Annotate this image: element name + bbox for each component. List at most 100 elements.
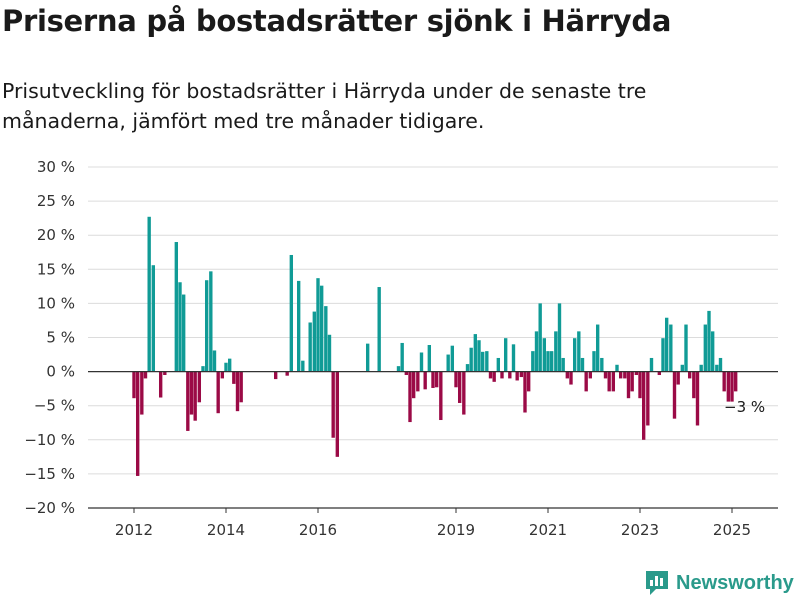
bar [450,345,455,372]
bar [523,371,527,413]
bar [416,371,420,392]
bar [224,362,228,372]
bar [163,371,167,376]
bar [427,345,432,372]
bar [400,342,404,372]
bar [692,371,696,399]
bar [641,371,646,440]
bar [232,371,236,384]
bar [285,371,289,376]
bar [140,371,144,415]
y-tick-label: 5 % [46,329,75,347]
bars [132,216,738,476]
x-tick-label: 2014 [207,521,245,539]
bar [646,371,650,426]
y-tick-label: 20 % [37,226,75,244]
bar [669,324,673,372]
bar [531,351,535,372]
bar [319,285,324,372]
bar [503,338,508,372]
bar [431,371,435,388]
bar [649,357,654,372]
bar [331,371,335,438]
bar [710,331,715,372]
x-tick-label: 2023 [621,521,659,539]
latest-value-annotation: −3 % [724,398,765,416]
bar [201,366,205,372]
bar [500,371,504,379]
bar [595,324,600,372]
bar [454,371,458,388]
chart-subtitle: Prisutveckling för bostadsrätter i Härry… [2,79,647,133]
bar [699,364,703,372]
x-tick-label: 2025 [713,521,751,539]
bar [687,371,692,379]
bar [439,371,443,421]
bar [584,371,588,392]
bar [684,324,688,372]
bar [600,357,604,372]
bar [526,371,531,392]
bar [186,371,190,431]
bar [703,324,708,372]
y-tick-label: −10 % [24,431,75,449]
x-tick-label: 2019 [437,521,475,539]
bar [411,371,416,399]
bar [726,371,731,402]
bar [296,280,301,372]
bar [404,371,409,376]
bar [672,371,677,419]
bar [174,242,179,372]
bar [572,338,577,372]
bar [143,371,148,379]
bar [565,371,570,379]
bar [469,347,473,372]
bar [335,371,340,457]
chart-title: Priserna på bostadsrätter sjönk i Härryd… [2,4,672,38]
y-tick-label: −5 % [34,397,75,415]
bar [273,371,278,380]
bar [473,334,478,372]
bar [477,340,481,372]
bar [515,371,519,381]
y-tick-label: 30 % [37,158,75,176]
bar [549,351,554,372]
bar [289,254,294,372]
bar [178,282,182,372]
axes [88,371,778,513]
bar [220,371,225,379]
bar [227,358,232,372]
bar [588,371,593,379]
bar [189,371,194,415]
bar [722,371,726,392]
bar [485,351,489,372]
x-tick-label: 2021 [529,521,567,539]
x-tick-label: 2016 [299,521,337,539]
y-tick-label: 25 % [37,192,75,210]
bar [592,351,596,372]
bar [715,364,719,372]
bar [664,317,669,372]
bar [301,360,305,372]
bar [561,357,565,372]
bar [216,371,220,414]
brand-name: Newsworthy [676,571,794,594]
bar [396,366,401,372]
bar [181,294,186,372]
bar [557,303,562,372]
bar [197,371,202,403]
bar [577,331,581,372]
bar [661,338,665,372]
bar [212,350,217,372]
bar [235,371,240,412]
bar-chart-logo-icon [646,571,668,595]
bar [135,371,140,476]
bar [132,371,136,399]
grid-lines [88,166,778,509]
bar [480,351,485,372]
y-tick-label: −20 % [24,499,75,517]
bar [492,371,496,382]
bar [676,371,680,385]
bar [408,371,412,423]
